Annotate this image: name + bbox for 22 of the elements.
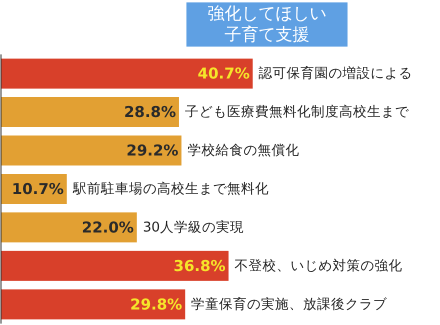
bar	[0, 136, 182, 166]
bar	[0, 289, 186, 320]
data-label: 40.7%	[198, 64, 250, 83]
data-label: 36.8%	[174, 256, 226, 275]
bar	[0, 97, 179, 128]
y-tick-label: 学童保育の実施、放課後クラブ	[191, 295, 388, 312]
y-tick-label: 子ども医療費無料化制度高校生まで	[184, 104, 410, 120]
y-tick-label: 30人学級の実現	[142, 219, 244, 236]
data-label: 28.8%	[124, 103, 176, 122]
bar	[0, 58, 253, 89]
chart-subtitle: 子育て支援	[224, 25, 310, 46]
y-tick-label: 不登校、いじめ対策の強化	[234, 258, 403, 274]
data-label: 22.0%	[82, 218, 134, 236]
data-label: 29.2%	[126, 142, 178, 160]
data-label: 29.8%	[130, 295, 182, 314]
y-tick-label: 学校給食の無償化	[187, 142, 300, 158]
data-label: 10.7%	[12, 180, 64, 198]
bar	[0, 250, 229, 281]
bar	[0, 212, 137, 242]
y-tick-label: 駅前駐車場の高校生まで無料化	[72, 180, 269, 197]
chart-title: 強化してほしい	[207, 4, 326, 24]
y-tick-label: 認可保育園の増設による	[258, 64, 413, 82]
